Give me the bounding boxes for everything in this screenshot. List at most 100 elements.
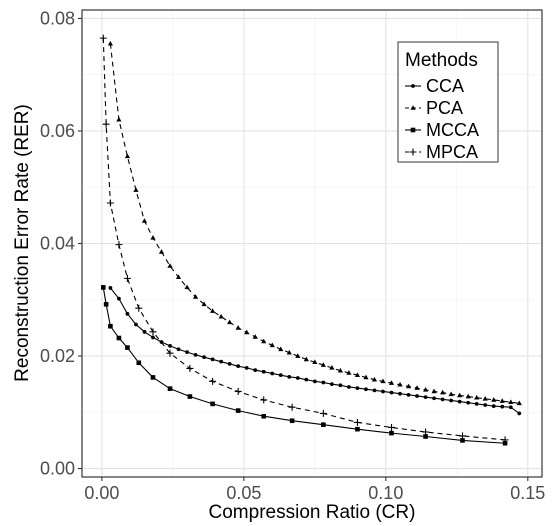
- data-point-pca: [363, 374, 369, 380]
- legend-title: Methods: [405, 50, 478, 71]
- data-point-mpca: [501, 436, 509, 444]
- series-mpca: [99, 34, 509, 444]
- data-point-cca: [381, 389, 385, 394]
- series-layer: [99, 34, 522, 446]
- data-point-mpca: [149, 328, 157, 336]
- legend-box: [397, 41, 499, 163]
- data-point-pca: [252, 334, 258, 339]
- data-point-pca: [210, 308, 216, 313]
- y-axis-title: Reconstruction Error Rate (RER): [12, 104, 33, 382]
- data-point-mpca: [422, 428, 430, 436]
- legend-item-pca: PCA: [405, 98, 463, 118]
- data-point-mcca: [261, 413, 267, 419]
- data-point-cca: [406, 392, 411, 397]
- data-point-cca: [508, 405, 513, 410]
- data-point-pca: [337, 367, 343, 373]
- legend-key-marker-mcca: [410, 127, 416, 133]
- data-point-mcca: [100, 285, 106, 290]
- data-point-mcca: [235, 408, 241, 413]
- data-point-pca: [269, 342, 275, 348]
- data-point-mcca: [187, 394, 193, 399]
- data-point-pca: [499, 398, 505, 403]
- data-point-cca: [304, 377, 309, 382]
- data-point-cca: [253, 368, 258, 372]
- data-point-cca: [134, 322, 138, 327]
- data-point-mpca: [102, 120, 110, 128]
- data-point-cca: [347, 385, 351, 389]
- x-axis-title: Compression Ratio (CR): [209, 502, 416, 523]
- data-point-cca: [236, 364, 241, 369]
- data-point-mcca: [167, 386, 173, 391]
- series-pca: [107, 40, 522, 406]
- data-point-pca: [175, 274, 182, 280]
- data-point-pca: [303, 356, 309, 362]
- series-mcca: [100, 285, 508, 446]
- y-tick-label: 0.04: [40, 234, 75, 254]
- data-point-mcca: [210, 401, 215, 407]
- data-point-pca: [329, 365, 335, 370]
- data-point-pca: [141, 218, 148, 223]
- legend-label-pca: PCA: [426, 98, 463, 118]
- data-point-cca: [355, 386, 360, 391]
- data-point-cca: [244, 365, 249, 370]
- data-point-pca: [312, 359, 318, 365]
- legend-key-marker-pca: [410, 105, 416, 110]
- data-point-cca: [457, 399, 462, 404]
- data-point-pca: [286, 349, 292, 355]
- data-point-cca: [364, 387, 368, 392]
- data-point-mpca: [209, 377, 217, 385]
- data-point-cca: [329, 382, 334, 387]
- data-point-pca: [388, 380, 395, 385]
- data-point-cca: [151, 335, 155, 340]
- data-point-cca: [372, 388, 377, 393]
- data-point-pca: [465, 393, 471, 399]
- data-point-pca: [227, 319, 233, 325]
- data-point-cca: [466, 400, 471, 405]
- data-point-cca: [202, 355, 206, 360]
- data-point-pca: [261, 338, 267, 344]
- data-point-pca: [397, 381, 403, 387]
- axis-ticks: 0.00 0.05 0.10 0.15 0.00 0.02 0.04 0.06 0.08: [40, 8, 545, 503]
- data-point-mcca: [423, 434, 428, 439]
- data-point-cca: [338, 383, 343, 388]
- data-point-pca: [107, 40, 113, 46]
- data-point-pca: [295, 353, 301, 358]
- data-point-mcca: [321, 422, 326, 427]
- data-point-pca: [482, 395, 488, 401]
- legend-label-mcca: MCCA: [426, 120, 479, 140]
- data-point-cca: [423, 395, 428, 400]
- y-tick-label: 0.06: [40, 121, 75, 141]
- data-point-pca: [346, 370, 352, 375]
- data-point-cca: [500, 404, 505, 409]
- data-point-pca: [150, 235, 156, 240]
- legend-label-cca: CCA: [426, 76, 464, 96]
- data-point-pca: [508, 399, 514, 404]
- data-point-mpca: [458, 432, 466, 440]
- data-point-mcca: [103, 301, 109, 307]
- data-point-mpca: [99, 34, 107, 42]
- data-point-pca: [371, 376, 378, 382]
- data-point-mpca: [186, 364, 194, 372]
- data-point-pca: [244, 329, 250, 335]
- data-point-cca: [219, 359, 224, 364]
- data-point-cca: [142, 329, 147, 334]
- data-point-mcca: [108, 323, 113, 329]
- data-point-cca: [261, 369, 266, 374]
- data-point-cca: [108, 286, 113, 290]
- data-point-cca: [295, 376, 300, 380]
- data-point-mcca: [460, 438, 465, 443]
- data-point-pca: [201, 301, 207, 307]
- data-point-cca: [432, 396, 436, 401]
- data-point-cca: [389, 390, 394, 395]
- data-point-cca: [321, 380, 326, 385]
- data-point-cca: [210, 357, 215, 362]
- data-point-cca: [474, 401, 479, 406]
- data-point-mpca: [115, 241, 123, 249]
- data-point-mcca: [136, 360, 142, 366]
- data-point-pca: [278, 346, 284, 352]
- data-point-cca: [517, 411, 522, 416]
- data-point-mpca: [288, 403, 296, 411]
- legend-item-cca: CCA: [405, 76, 464, 96]
- data-point-pca: [474, 394, 480, 400]
- data-point-pca: [491, 397, 497, 402]
